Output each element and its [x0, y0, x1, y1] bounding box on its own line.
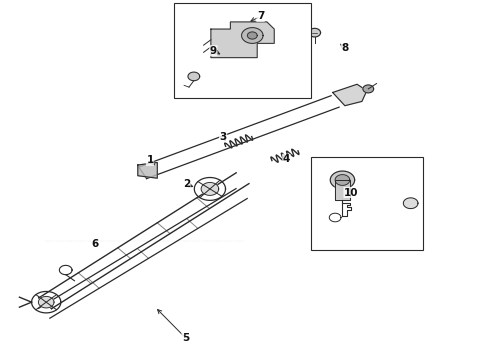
- Polygon shape: [335, 180, 350, 200]
- Polygon shape: [242, 28, 263, 43]
- Text: 10: 10: [344, 188, 359, 198]
- Text: 5: 5: [182, 333, 189, 343]
- Polygon shape: [138, 162, 157, 178]
- Polygon shape: [188, 72, 200, 81]
- Text: 4: 4: [283, 154, 290, 164]
- Text: 3: 3: [220, 132, 227, 142]
- Text: 1: 1: [147, 156, 154, 165]
- Text: 2: 2: [183, 179, 190, 189]
- Bar: [174, 3, 311, 98]
- Polygon shape: [403, 198, 418, 208]
- Polygon shape: [363, 85, 374, 93]
- Polygon shape: [38, 296, 54, 308]
- Polygon shape: [247, 32, 257, 39]
- Text: 8: 8: [341, 43, 348, 53]
- Bar: [311, 157, 423, 249]
- Polygon shape: [211, 22, 274, 58]
- Polygon shape: [335, 175, 350, 185]
- Text: 9: 9: [210, 46, 217, 56]
- Polygon shape: [333, 84, 367, 106]
- Polygon shape: [309, 28, 320, 37]
- Polygon shape: [201, 183, 219, 195]
- Text: 6: 6: [92, 239, 99, 249]
- Text: 7: 7: [257, 12, 264, 21]
- Polygon shape: [330, 171, 355, 189]
